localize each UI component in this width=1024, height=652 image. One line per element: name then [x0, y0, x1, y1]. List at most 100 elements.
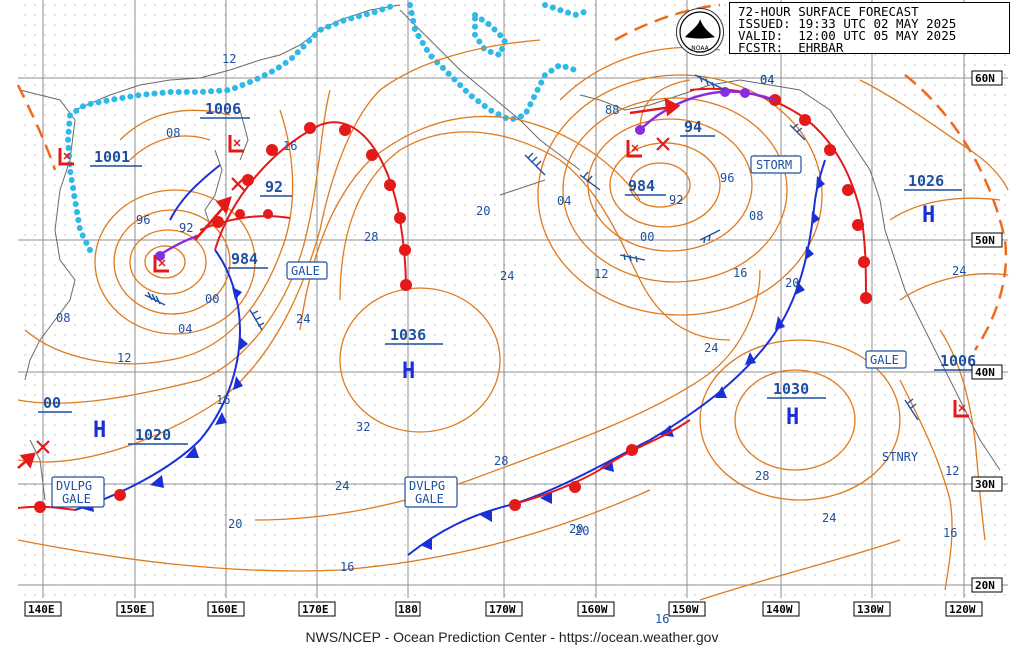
isobar-label: 04 [178, 322, 192, 336]
isobar-label: 04 [760, 73, 774, 87]
forecast-title: 72-HOUR SURFACE FORECAST [738, 4, 919, 19]
isobar-label: 00 [640, 230, 654, 244]
isobar-label: 24 [822, 511, 836, 525]
isobar-label: 04 [557, 194, 571, 208]
lon-label: 140E [28, 603, 55, 616]
warning-gale-west: GALE [291, 264, 320, 278]
noaa-logo-text: NOAA [691, 45, 709, 52]
dashed-ridges [16, 3, 1008, 351]
warning-dvlpg-west-2: GALE [62, 492, 91, 506]
forecast-valid: VALID: 12:00 UTC 05 MAY 2025 [738, 28, 957, 43]
isobar-label: 16 [340, 560, 354, 574]
x-markers [36, 137, 670, 454]
pressure-1026: 1026 [908, 172, 944, 190]
warning-boxes [51, 155, 907, 508]
warning-dvlpg-west-1: DVLPG [56, 479, 92, 493]
isobar-label: 08 [166, 126, 180, 140]
lat-label: 60N [975, 72, 995, 85]
high-1026-symbol: H [922, 203, 935, 228]
lon-label: 160E [211, 603, 238, 616]
pressure-1020: 1020 [135, 426, 171, 444]
pressure-1001: 1001 [94, 148, 130, 166]
isobar-label: 08 [749, 209, 763, 223]
isobar-label: 00 [205, 292, 219, 306]
pressure-984-east: 984 [628, 177, 655, 195]
isobar-label: 92 [669, 193, 683, 207]
isobar-label: 20 [476, 204, 490, 218]
isobar-label: 20 [228, 517, 242, 531]
isobar-label: 28 [494, 454, 508, 468]
lon-label: 150E [120, 603, 147, 616]
isobar-label: 12 [222, 52, 236, 66]
lon-label: 160W [581, 603, 608, 616]
warning-stnry: STNRY [882, 450, 919, 464]
lat-label: 30N [975, 478, 995, 491]
noaa-logo: NOAA [676, 8, 724, 56]
isobar-label: 24 [500, 269, 514, 283]
high-1036-symbol: H [402, 359, 415, 384]
footer-credit: NWS/NCEP - Ocean Prediction Center - htt… [305, 629, 719, 645]
isobar-label: 16 [733, 266, 747, 280]
movement-arrows [17, 97, 681, 469]
lon-label: 150W [672, 603, 699, 616]
pressure-992: 92 [265, 178, 283, 196]
high-1020-symbol: H [93, 418, 106, 443]
occluded-front-marks [155, 87, 750, 261]
isobar-label: 12 [945, 464, 959, 478]
isobar-label: 92 [179, 221, 193, 235]
lat-label-boxes [971, 70, 1003, 593]
isobar-label: 16 [655, 612, 669, 626]
high-1030-symbol: H [786, 405, 799, 430]
isobar-label: 32 [356, 420, 370, 434]
lon-label: 170E [302, 603, 329, 616]
isobar-label: 04 [760, 73, 774, 87]
forecast-forecaster: FCSTR: EHRBAR [738, 40, 844, 55]
isobars [17, 39, 1009, 601]
warning-dvlpg-center-1: DVLPG [409, 479, 445, 493]
isobar-label: 16 [943, 526, 957, 540]
isobar-label: 24 [335, 479, 349, 493]
pressure-00-west: 00 [43, 394, 61, 412]
isobar-label: 96 [720, 171, 734, 185]
warning-storm: STORM [756, 158, 792, 172]
isobar-label: 12 [594, 267, 608, 281]
forecast-info-box: 72-HOUR SURFACE FORECAST ISSUED: 19:33 U… [729, 2, 1010, 54]
wind-barbs [144, 74, 919, 421]
isobar-label: 16 [283, 139, 297, 153]
isobar-label: 24 [704, 341, 718, 355]
isobar-label: 28 [364, 230, 378, 244]
lon-label: 120W [949, 603, 976, 616]
isobar-label: 16 [216, 393, 230, 407]
lon-label: 130W [857, 603, 884, 616]
isobar-label: 20 [575, 524, 589, 538]
low-center-marks [58, 135, 969, 418]
isobar-label: 96 [136, 213, 150, 227]
lon-label: 180 [398, 603, 418, 616]
low-center-x [63, 139, 966, 412]
lat-label: 20N [975, 579, 995, 592]
pressure-underlines [38, 117, 992, 445]
isobar-label: 08 [56, 311, 70, 325]
forecast-issued: ISSUED: 19:33 UTC 02 MAY 2025 [738, 16, 957, 31]
lon-label: 170W [489, 603, 516, 616]
isobar-label: 28 [755, 469, 769, 483]
pressure-994: 94 [684, 118, 702, 136]
pressure-1006-east: 1006 [940, 352, 976, 370]
warning-gale-east: GALE [870, 353, 899, 367]
isobar-label: 20 [785, 276, 799, 290]
graticule [18, 0, 1008, 598]
pressure-1030: 1030 [773, 380, 809, 398]
warning-dvlpg-center-2: GALE [415, 492, 444, 506]
pressure-1006-west: 1006 [205, 100, 241, 118]
lon-label: 140W [766, 603, 793, 616]
isobar-label: 24 [952, 264, 966, 278]
lat-label: 50N [975, 234, 995, 247]
isobar-label: 20 [569, 522, 583, 536]
pressure-1036: 1036 [390, 326, 426, 344]
isobar-label: 24 [296, 312, 310, 326]
lon-label-boxes [24, 601, 983, 617]
lat-label: 40N [975, 366, 995, 379]
isobar-label: 88 [605, 103, 619, 117]
pressure-984-west: 984 [231, 250, 258, 268]
